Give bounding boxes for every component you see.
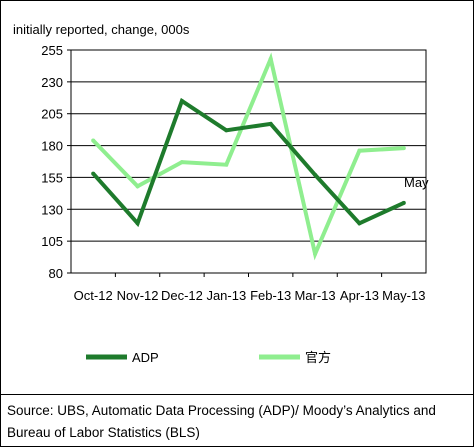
series-0-point <box>91 171 96 176</box>
series-line-1 <box>91 52 404 261</box>
legend: ADP 官方 <box>86 350 331 365</box>
series-lines <box>91 52 406 261</box>
series-1-point <box>268 56 273 61</box>
x-axis-ticks: Oct-12 Nov-12 Dec-12 Jan-13 Feb-13 Mar-13 Apr-… <box>74 273 425 303</box>
y-tick-label: 205 <box>41 107 63 122</box>
y-tick-label: 130 <box>41 202 63 217</box>
legend-label: ADP <box>132 350 159 365</box>
y-axis-title: initially reported, change, 000s <box>13 22 190 37</box>
y-tick-label: 255 <box>41 43 63 58</box>
x-tick-label: Nov-12 <box>117 288 159 303</box>
series-1-point <box>135 184 140 189</box>
y-tick-label: 230 <box>41 75 63 90</box>
x-tick-label: Dec-12 <box>161 288 203 303</box>
series-1-point <box>313 251 318 256</box>
series-1-point <box>91 138 96 143</box>
x-tick-label: May-13 <box>382 288 425 303</box>
series-line-0 <box>91 97 405 228</box>
series-1-point <box>401 146 406 151</box>
series-0-point <box>268 121 273 126</box>
x-tick-label: Mar-13 <box>294 288 335 303</box>
y-tick-label: 105 <box>41 234 63 249</box>
series-1-point <box>357 148 362 153</box>
legend-label: 官方 <box>305 350 331 365</box>
y-axis-ticks: 80 105 130 155 180 205 230 255 <box>41 43 71 281</box>
may-annotation: May <box>404 175 429 190</box>
y-tick-label: 155 <box>41 170 63 185</box>
line-chart: initially reported, change, 000s 80 105 13… <box>13 22 429 365</box>
x-tick-label: Oct-12 <box>74 288 113 303</box>
series-1-point <box>179 160 184 165</box>
series-0-point <box>401 200 406 205</box>
series-1-point <box>224 162 229 167</box>
source-divider <box>1 394 473 395</box>
plot-area <box>70 49 427 274</box>
y-tick-label: 180 <box>41 139 63 154</box>
series-0-point <box>313 172 318 177</box>
x-tick-label: Feb-13 <box>250 288 291 303</box>
x-tick-label: Apr-13 <box>340 288 379 303</box>
series-0-point <box>179 98 184 103</box>
series-0-point <box>135 221 140 226</box>
series-0-point <box>224 128 229 133</box>
y-tick-label: 80 <box>49 266 63 281</box>
series-0-point <box>357 221 362 226</box>
source-note: Source: UBS, Automatic Data Processing (… <box>7 403 436 440</box>
x-tick-label: Jan-13 <box>206 288 246 303</box>
